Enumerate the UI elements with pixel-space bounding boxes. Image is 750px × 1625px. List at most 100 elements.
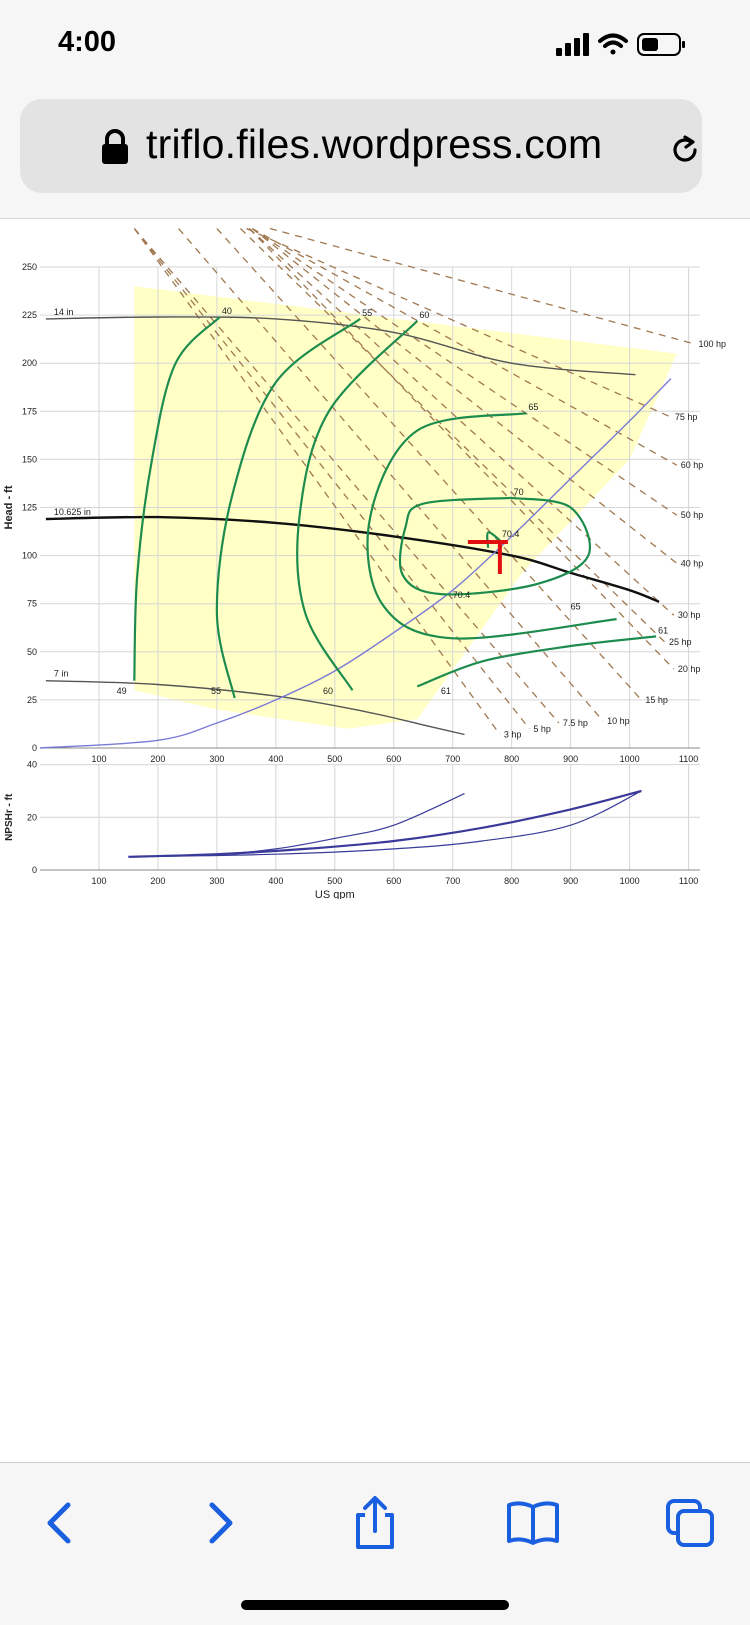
npsh-x-tick-label: 800: [504, 876, 519, 886]
y-tick-label: 0: [32, 743, 37, 753]
npshr-curve: [128, 789, 642, 858]
y-tick-label: 175: [22, 406, 37, 416]
npsh-x-tick-label: 500: [327, 876, 342, 886]
efficiency-label: 55: [362, 308, 372, 318]
efficiency-label: 65: [528, 402, 538, 412]
npsh-x-tick-label: 600: [386, 876, 401, 886]
efficiency-label: 70: [514, 487, 524, 497]
url-text: triflo.files.wordpress.com: [146, 121, 603, 167]
efficiency-contour: [366, 412, 617, 640]
browser-toolbar: [0, 1462, 750, 1625]
efficiency-label: 70.4: [453, 590, 471, 600]
forward-icon[interactable]: [190, 1493, 250, 1553]
power-line: [248, 228, 675, 670]
power-line: [133, 228, 560, 724]
power-line-label: 50 hp: [681, 510, 704, 520]
duty-point-marker: [467, 540, 508, 575]
power-line: [178, 228, 604, 722]
x-tick-label: 100: [91, 754, 106, 764]
efficiency-contour: [398, 496, 591, 596]
power-line-label: 10 hp: [607, 716, 630, 726]
x-tick-label: 600: [386, 754, 401, 764]
pump-curve-chart: 100 200 300 400 500 600 700 800 900 1000 1100 0 25 50…: [0, 219, 750, 899]
power-line-label: 15 hp: [645, 695, 668, 705]
power-line: [133, 228, 501, 735]
system-curve: [39, 378, 672, 749]
x-tick-label: 300: [209, 754, 224, 764]
npsh-x-tick-label: 300: [209, 876, 224, 886]
npsh-y-tick-label: 20: [27, 812, 37, 822]
efficiency-contour: [416, 635, 657, 688]
efficiency-contour: [296, 320, 419, 691]
lock-icon: [102, 129, 128, 164]
x-tick-label: 1100: [679, 754, 698, 764]
address-bar[interactable]: triflo.files.wordpress.com: [20, 99, 702, 193]
y-tick-label: 25: [27, 695, 37, 705]
cellular-signal-icon: [556, 33, 589, 56]
impeller-label: 10.625 in: [54, 507, 91, 517]
power-line: [248, 228, 675, 616]
impeller-curve: [45, 316, 636, 376]
power-line: [216, 228, 642, 701]
wifi-icon: [598, 33, 628, 55]
share-icon[interactable]: [345, 1493, 405, 1553]
y-tick-label: 75: [27, 599, 37, 609]
y-tick-label: 50: [27, 647, 37, 657]
tabs-icon[interactable]: [660, 1493, 720, 1553]
efficiency-label: 70.4: [502, 529, 520, 539]
efficiency-contour: [133, 316, 221, 681]
x-tick-label: 800: [504, 754, 519, 764]
power-line-label: 100 hp: [698, 339, 726, 349]
power-line-label: 60 hp: [681, 460, 704, 470]
impeller-curve: [45, 680, 465, 736]
back-icon[interactable]: [30, 1493, 90, 1553]
x-tick-label: 500: [327, 754, 342, 764]
y-tick-label: 100: [22, 551, 37, 561]
power-line-label: 20 hp: [678, 664, 701, 674]
x-tick-label: 1000: [620, 754, 640, 764]
npsh-x-tick-label: 100: [91, 876, 106, 886]
reload-icon[interactable]: [668, 133, 702, 167]
npsh-axis-label: NPSHr - ft: [4, 793, 15, 841]
impeller-curve: [45, 515, 660, 603]
power-line-label: 25 hp: [669, 637, 692, 647]
address-bar-area: triflo.files.wordpress.com: [0, 90, 750, 219]
npsh-y-tick-label: 0: [32, 865, 37, 875]
x-tick-label: 200: [150, 754, 165, 764]
npshr-curve: [128, 790, 642, 858]
pump-curve-svg: 100 200 300 400 500 600 700 800 900 1000 110002550…: [3, 227, 726, 899]
head-axis-label: Head - ft: [3, 485, 15, 529]
npsh-x-tick-label: 400: [268, 876, 283, 886]
x-axis-label: US gpm: [315, 889, 355, 899]
x-tick-label: 700: [445, 754, 460, 764]
power-line-label: 7.5 hp: [563, 718, 588, 728]
power-line-label: 5 hp: [533, 724, 551, 734]
npsh-x-tick-label: 900: [563, 876, 578, 886]
bookmarks-icon[interactable]: [503, 1493, 563, 1553]
efficiency-label: 60: [419, 310, 429, 320]
efficiency-label: 49: [117, 686, 127, 696]
npsh-x-tick-label: 700: [445, 876, 460, 886]
power-line: [133, 228, 530, 730]
y-tick-label: 225: [22, 310, 37, 320]
status-bar: 4:00: [0, 0, 750, 90]
y-tick-label: 125: [22, 503, 37, 513]
x-tick-label: 400: [268, 754, 283, 764]
efficiency-label: 55: [211, 686, 221, 696]
npsh-x-tick-label: 1000: [620, 876, 640, 886]
npsh-y-tick-label: 40: [27, 760, 37, 770]
power-line: [269, 227, 695, 345]
status-icons: [556, 33, 685, 56]
status-time: 4:00: [58, 26, 117, 58]
efficiency-contour: [215, 318, 361, 699]
npsh-x-tick-label: 200: [150, 876, 165, 886]
power-line: [251, 227, 678, 466]
x-tick-label: 900: [563, 754, 578, 764]
power-line-label: 30 hp: [678, 610, 701, 620]
efficiency-label: 40: [222, 306, 232, 316]
y-tick-label: 200: [22, 358, 37, 368]
power-line-label: 75 hp: [675, 412, 698, 422]
power-line-label: 40 hp: [681, 558, 704, 568]
efficiency-label: 61: [441, 686, 451, 696]
npsh-x-tick-label: 1100: [679, 876, 698, 886]
